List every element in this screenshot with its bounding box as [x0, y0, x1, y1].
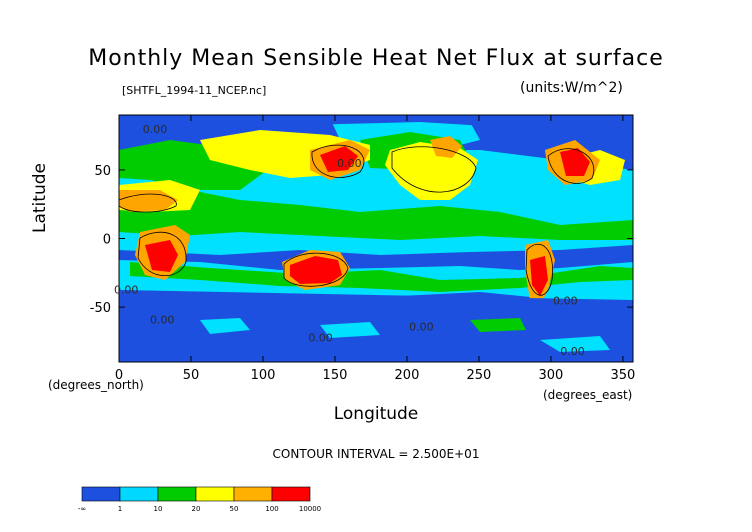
legend-label: 1: [118, 505, 122, 513]
red-siberia: [320, 146, 358, 172]
arctic-blue: [119, 115, 633, 128]
red-southern-africa: [145, 240, 178, 272]
x-tick-label: 300: [539, 368, 564, 383]
x-tick-group: 0 50 100 150 200 250 300 350: [115, 115, 635, 383]
contour-label: 0.00: [308, 331, 333, 344]
file-name: [SHTFL_1994-11_NCEP.nc]: [122, 84, 267, 97]
x-units-label: (degrees_east): [543, 388, 633, 402]
legend-label: 100: [265, 505, 278, 513]
contour-label: 0.00: [143, 123, 168, 136]
y-tick-group: 50 0 -50: [90, 164, 633, 316]
red-australia: [290, 256, 342, 284]
x-axis-label: Longitude: [333, 404, 419, 424]
cyan-patch-south-1: [200, 318, 250, 334]
x-tick-label: 250: [467, 368, 492, 383]
x-tick-label: 350: [611, 368, 636, 383]
legend-swatch: [157, 486, 197, 502]
legend-swatch: [119, 486, 159, 502]
color-legend: -∞ 1 10 20 50 100 10000: [78, 486, 321, 513]
x-tick-label: 150: [323, 368, 348, 383]
contour-label: 0.00: [560, 345, 585, 358]
x-tick-label: 50: [183, 368, 200, 383]
y-units-label: (degrees_north): [48, 378, 144, 392]
contour-label: 0.00: [150, 314, 175, 327]
green-tropical-band: [119, 185, 633, 240]
green-southern-band: [130, 262, 633, 292]
x-tick-label: 200: [395, 368, 420, 383]
y-tick-label: -50: [90, 301, 111, 316]
legend-swatch: [81, 486, 121, 502]
contour-interval: CONTOUR INTERVAL = 2.500E+01: [272, 447, 480, 461]
red-north-america: [560, 148, 590, 176]
contour-label: 0.00: [114, 283, 139, 296]
cyan-patch-south-3: [540, 336, 610, 352]
red-south-america: [530, 256, 548, 296]
legend-swatch: [233, 486, 273, 502]
legend-label: 20: [192, 505, 201, 513]
x-tick-label: 0: [115, 368, 123, 383]
yellow-north-pacific: [385, 142, 478, 200]
legend-label: 50: [230, 505, 239, 513]
contour-lines: [119, 144, 595, 296]
contour-label: 0.00: [553, 294, 578, 307]
orange-east-asia: [430, 136, 462, 158]
units-label: (units:W/m^2): [520, 80, 623, 96]
y-tick-label: 0: [103, 233, 111, 248]
contour-label: 0.00: [337, 157, 362, 170]
map-field: [119, 115, 633, 362]
y-tick-label: 50: [94, 164, 111, 179]
southern-ocean-blue: [119, 290, 633, 362]
x-tick-label: 100: [251, 368, 276, 383]
legend-label: -∞: [78, 505, 86, 513]
legend-swatch: [271, 486, 311, 502]
chart-title: Monthly Mean Sensible Heat Net Flux at s…: [88, 46, 664, 71]
green-patch-south: [470, 318, 526, 332]
contour-label-group: 0.00 0.00 0.00 0.00 0.00 0.00 0.00 0.00: [114, 123, 585, 358]
cyan-patch-south-2: [320, 322, 380, 338]
legend-swatch: [195, 486, 235, 502]
contour-label: 0.00: [409, 320, 434, 333]
legend-label: 10: [154, 505, 163, 513]
legend-label: 10000: [299, 505, 321, 513]
